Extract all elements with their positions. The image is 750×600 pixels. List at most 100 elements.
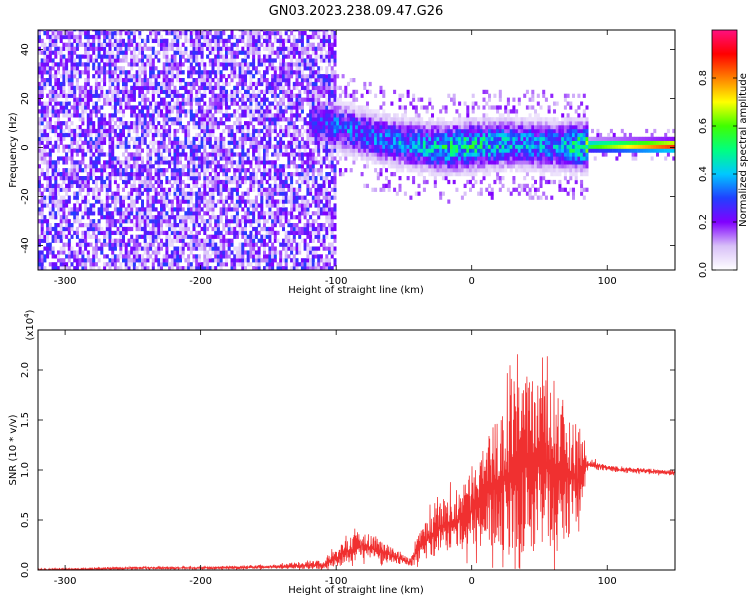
heatmap-cell <box>141 50 145 55</box>
heatmap-cell <box>62 176 66 181</box>
heatmap-cell <box>67 93 71 98</box>
heatmap-cell <box>325 117 329 122</box>
heatmap-cell <box>141 199 145 204</box>
heatmap-cell <box>319 66 323 71</box>
heatmap-cell <box>165 85 169 91</box>
heatmap-cell <box>279 97 283 102</box>
heatmap-cell <box>225 195 229 200</box>
heatmap-cell <box>57 62 61 67</box>
heatmap-cell <box>235 160 239 165</box>
heatmap-cell <box>135 132 139 138</box>
heatmap-cell <box>235 152 239 157</box>
heatmap-cell <box>108 203 112 208</box>
heatmap-cell <box>257 81 261 87</box>
heatmap-cell <box>51 199 55 204</box>
heatmap-cell <box>100 113 104 118</box>
heatmap-cell <box>230 66 234 71</box>
heatmap-cell <box>86 176 90 181</box>
heatmap-cell <box>238 223 242 228</box>
heatmap-cell <box>187 156 191 161</box>
heatmap-cell <box>165 211 169 216</box>
heatmap-cell <box>103 262 107 267</box>
heatmap-cell <box>192 31 196 36</box>
heatmap-cell <box>173 89 177 95</box>
heatmap-cell <box>46 144 50 149</box>
heatmap-cell <box>263 164 267 169</box>
heatmap-cell <box>78 89 82 95</box>
heatmap-cell <box>260 172 264 177</box>
heatmap-cell <box>151 195 155 200</box>
heatmap-cell <box>135 266 139 270</box>
heatmap-cell <box>287 50 291 55</box>
heatmap-cell <box>105 172 109 177</box>
heatmap-cell <box>75 234 79 239</box>
heatmap-cell <box>67 250 71 255</box>
heatmap-cell <box>230 128 234 134</box>
heatmap-cell <box>168 140 172 145</box>
heatmap-cell <box>111 246 115 251</box>
heatmap-cell <box>40 85 44 91</box>
heatmap-cell <box>206 191 210 196</box>
heatmap-cell <box>317 199 321 204</box>
heatmap-cell <box>57 93 61 98</box>
heatmap-cell <box>241 258 245 263</box>
heatmap-cell <box>306 93 310 98</box>
heatmap-cell <box>317 234 321 239</box>
heatmap-cell <box>197 66 201 71</box>
heatmap-cell <box>94 105 98 110</box>
heatmap-cell <box>130 226 134 232</box>
heatmap-cell <box>67 125 71 130</box>
heatmap-cell <box>333 89 337 95</box>
heatmap-cell <box>214 223 218 228</box>
heatmap-cell <box>238 246 242 251</box>
heatmap-cell <box>298 195 302 200</box>
heatmap-cell <box>292 195 296 200</box>
heatmap-cell <box>273 121 277 126</box>
heatmap-cell <box>197 199 201 204</box>
heatmap-cell <box>292 230 296 236</box>
heatmap-cell <box>162 191 166 196</box>
heatmap-cell <box>290 140 294 145</box>
heatmap-cell <box>92 168 96 173</box>
heatmap-cell <box>154 54 158 59</box>
heatmap-cell <box>314 121 318 126</box>
heatmap-cell <box>62 172 66 177</box>
heatmap-cell <box>328 74 332 79</box>
heatmap-cell <box>116 81 120 87</box>
heatmap-cell <box>149 121 153 126</box>
heatmap-cell <box>67 179 71 185</box>
heatmap-cell <box>108 195 112 200</box>
heatmap-cell <box>143 38 147 44</box>
heatmap-cell <box>84 62 88 67</box>
heatmap-cell <box>216 42 220 47</box>
heatmap-cell <box>62 121 66 126</box>
heatmap-cell <box>271 246 275 251</box>
heatmap-cell <box>67 50 71 55</box>
heatmap-cell <box>97 121 101 126</box>
heatmap-cell <box>124 242 128 247</box>
heatmap-cell <box>230 199 234 204</box>
heatmap-cell <box>319 121 323 126</box>
heatmap-cell <box>162 97 166 102</box>
heatmap-cell <box>195 179 199 185</box>
heatmap-cell <box>86 105 90 110</box>
heatmap-cell <box>105 254 109 259</box>
heatmap-cell <box>59 50 63 55</box>
heatmap-cell <box>92 187 96 192</box>
heatmap-cell <box>160 223 164 228</box>
heatmap-cell <box>265 191 269 196</box>
heatmap-cell <box>157 128 161 134</box>
heatmap-cell <box>57 258 61 263</box>
heatmap-cell <box>75 183 79 189</box>
heatmap-cell <box>295 172 299 177</box>
heatmap-cell <box>38 85 42 91</box>
heatmap-cell <box>105 199 109 204</box>
heatmap-cell <box>124 176 128 181</box>
heatmap-cell <box>298 105 302 110</box>
heatmap-cell <box>113 179 117 185</box>
heatmap-cell <box>38 238 42 243</box>
heatmap-cell <box>197 203 201 208</box>
heatmap-cell <box>279 152 283 157</box>
heatmap-cell <box>127 125 131 130</box>
heatmap-cell <box>328 62 332 67</box>
